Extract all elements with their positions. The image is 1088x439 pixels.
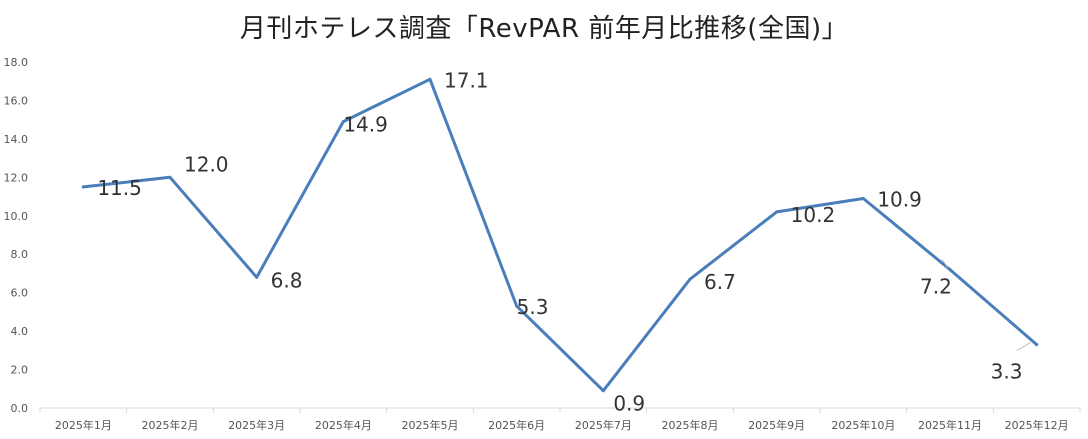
data-point	[861, 196, 865, 200]
x-tick-label: 2025年4月	[315, 418, 372, 432]
x-tick-label: 2025年5月	[402, 418, 459, 432]
data-point	[1035, 343, 1039, 347]
data-label: 0.9	[613, 392, 645, 416]
y-tick-label: 2.0	[11, 364, 29, 377]
data-label: 17.1	[444, 68, 489, 92]
data-label: 12.0	[184, 152, 229, 176]
data-point	[341, 120, 345, 124]
series-line	[81, 77, 1039, 393]
data-point	[81, 185, 85, 189]
chart-title: 月刊ホテレス調査「RevPAR 前年月比推移(全国)」	[239, 14, 849, 44]
data-label: 14.9	[343, 113, 388, 137]
data-label: 10.9	[877, 187, 922, 211]
data-point	[428, 77, 432, 81]
data-label: 7.2	[920, 275, 952, 299]
data-point	[775, 210, 779, 214]
data-label: 5.3	[517, 295, 549, 319]
y-tick-label: 12.0	[4, 171, 29, 184]
x-tick-label: 2025年9月	[748, 418, 805, 432]
data-point	[688, 277, 692, 281]
data-label: 6.7	[704, 270, 736, 294]
y-tick-label: 0.0	[11, 402, 29, 415]
x-tick-label: 2025年2月	[142, 418, 199, 432]
data-point	[255, 275, 259, 279]
label-leader-line	[1016, 342, 1031, 352]
x-tick-label: 2025年3月	[228, 418, 285, 432]
x-tick-label: 2025年1月	[55, 418, 112, 432]
x-tick-label: 2025年12月	[1005, 418, 1069, 432]
data-label: 6.8	[271, 268, 303, 292]
y-tick-label: 16.0	[4, 94, 29, 107]
x-tick-label: 2025年6月	[488, 418, 545, 432]
data-point	[515, 304, 519, 308]
y-tick-label: 6.0	[11, 287, 29, 300]
y-tick-label: 8.0	[11, 248, 29, 261]
x-tick-label: 2025年10月	[831, 418, 895, 432]
y-tick-label: 14.0	[4, 133, 29, 146]
y-tick-label: 4.0	[11, 325, 29, 338]
data-point	[168, 175, 172, 179]
label-leader-line	[941, 259, 949, 268]
data-label: 3.3	[991, 360, 1023, 384]
data-label: 11.5	[97, 176, 142, 200]
data-point	[601, 389, 605, 393]
x-tick-label: 2025年7月	[575, 418, 632, 432]
y-tick-label: 10.0	[4, 210, 29, 223]
y-tick-label: 18.0	[4, 56, 29, 69]
x-tick-label: 2025年11月	[918, 418, 982, 432]
data-label: 10.2	[791, 203, 836, 227]
data-point	[948, 268, 952, 272]
x-tick-label: 2025年8月	[662, 418, 719, 432]
